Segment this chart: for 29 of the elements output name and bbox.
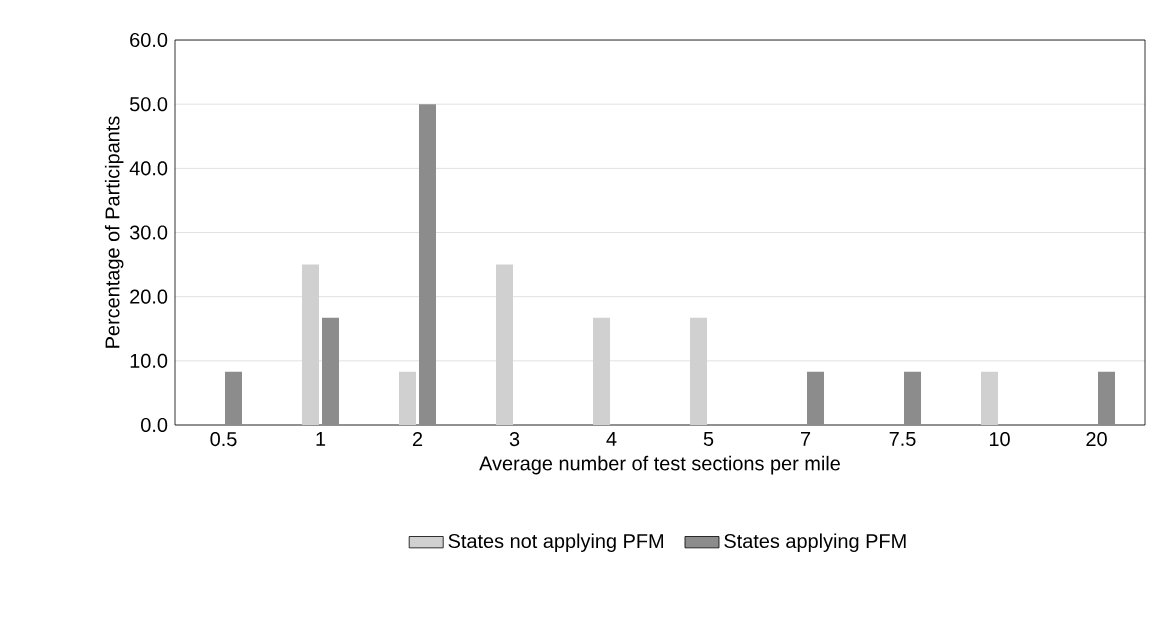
bar [807, 371, 825, 425]
x-tick-label: 10 [989, 432, 1010, 447]
x-tick-label: 7.5 [889, 432, 916, 446]
bar [322, 317, 339, 425]
x-tick-label: 2 [412, 432, 423, 446]
bar [1098, 371, 1116, 425]
x-tick-label: 4 [606, 432, 617, 446]
bar [419, 104, 436, 425]
x-tick-label: 1 [316, 432, 326, 446]
y-tick-label: 50.0 [129, 97, 168, 112]
x-axis-title: Average number of test sections per mile [479, 455, 840, 475]
x-tick-label: 3 [509, 432, 520, 447]
y-tick-label: 20.0 [130, 289, 168, 304]
y-tick-label: 0.0 [141, 417, 168, 433]
y-tick-label: 10.0 [130, 353, 168, 368]
x-tick-label: 0.5 [210, 432, 237, 447]
y-tick-label: 30.0 [129, 225, 168, 240]
x-tick-label: 20 [1086, 432, 1107, 447]
bar [225, 371, 242, 425]
legend-label: States not applying PFM [448, 533, 663, 553]
legend-label: States applying PFM [724, 533, 906, 553]
y-axis-title: Percentage of Participants [104, 116, 124, 348]
y-tick-label: 40.0 [129, 161, 168, 176]
x-tick-label: 5 [703, 432, 714, 446]
bar [904, 371, 922, 425]
bar [981, 371, 999, 425]
y-tick-label: 60.0 [130, 32, 168, 48]
bar [399, 371, 416, 425]
x-tick-label: 7 [801, 432, 811, 446]
